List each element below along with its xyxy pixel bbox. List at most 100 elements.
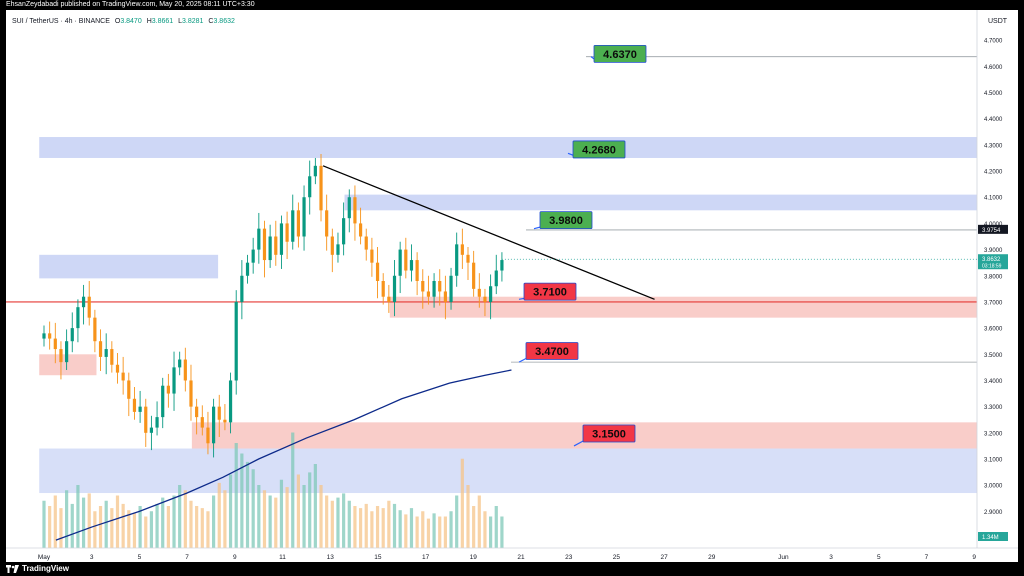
y-tick-label: 3.5000 bbox=[984, 353, 1003, 359]
candle-body bbox=[149, 427, 154, 433]
candle-body bbox=[404, 249, 408, 271]
volume-bar bbox=[138, 506, 142, 548]
volume-bar bbox=[421, 511, 425, 548]
x-tick-label: 15 bbox=[374, 554, 382, 561]
candle-body bbox=[228, 380, 233, 423]
volume-bar bbox=[466, 485, 470, 548]
candle-body bbox=[70, 328, 74, 342]
candle-body bbox=[98, 341, 103, 357]
volume-bar bbox=[302, 485, 306, 548]
level-callout-4.6370: 4.6370 bbox=[590, 45, 647, 63]
y-tick-label: 4.2000 bbox=[984, 170, 1003, 176]
callout-box bbox=[572, 140, 626, 159]
volume-bar bbox=[274, 497, 278, 548]
candle-body bbox=[87, 296, 91, 318]
candle-body bbox=[438, 281, 442, 292]
y-tick-label: 3.4000 bbox=[984, 379, 1003, 385]
low-label: L bbox=[178, 18, 183, 25]
candle-body bbox=[483, 296, 487, 302]
volume-bar bbox=[409, 508, 414, 548]
candle-body bbox=[466, 254, 470, 263]
callout-box bbox=[525, 342, 579, 360]
volume-bar bbox=[404, 514, 408, 548]
candle-body bbox=[347, 197, 351, 219]
last-price-countdown: 03:18:59 bbox=[982, 264, 1002, 270]
candle-body bbox=[189, 380, 193, 407]
x-tick-label: 7 bbox=[185, 554, 189, 561]
callout-label: 3.9800 bbox=[549, 215, 583, 227]
volume-bar bbox=[291, 432, 295, 548]
candle-body bbox=[212, 406, 216, 444]
candle-body bbox=[443, 291, 447, 302]
volume-bar bbox=[392, 503, 397, 548]
volume-bar bbox=[70, 503, 74, 548]
y-tick-label: 3.1000 bbox=[984, 458, 1003, 464]
candle-body bbox=[279, 223, 284, 255]
currency-label: USDT bbox=[988, 18, 1008, 25]
callout-box bbox=[539, 211, 593, 230]
volume-bar bbox=[489, 516, 493, 548]
volume-bar bbox=[53, 495, 57, 548]
x-tick-label: 5 bbox=[138, 554, 142, 561]
y-tick-label: 3.2000 bbox=[984, 431, 1003, 437]
volume-bar bbox=[443, 516, 447, 548]
candle-body bbox=[296, 210, 300, 237]
candle-body bbox=[93, 317, 97, 342]
zone-supply-2 bbox=[39, 254, 219, 279]
symbol-legend: SUI / TetherUS · 4h · BINANCE O3.8470 H3… bbox=[12, 17, 235, 26]
volume-bar bbox=[149, 511, 154, 548]
volume-bar bbox=[375, 506, 380, 548]
candle-body bbox=[42, 333, 46, 339]
volume-tag-box bbox=[978, 532, 1008, 541]
callout-box bbox=[593, 45, 647, 63]
volume-bar bbox=[172, 495, 176, 548]
volume-bar bbox=[87, 493, 91, 548]
candle-body bbox=[104, 349, 108, 357]
volume-bar bbox=[347, 500, 351, 548]
volume-bar bbox=[245, 461, 250, 548]
volume-bar bbox=[81, 497, 86, 548]
zone-demand-3 bbox=[389, 296, 977, 318]
volume-bar bbox=[500, 516, 504, 548]
callout-label: 3.4700 bbox=[535, 346, 569, 358]
candle-body bbox=[387, 296, 391, 302]
chart-frame[interactable]: 4.6370 4.2680 3.9800 3.7100 3.4700 3.1500 4.70… bbox=[6, 10, 1018, 562]
volume-bar bbox=[195, 506, 199, 548]
candle-body bbox=[155, 417, 159, 428]
y-tick-label: 4.3000 bbox=[984, 143, 1003, 149]
candle-body bbox=[223, 419, 227, 423]
volume-bar bbox=[308, 472, 312, 548]
volume-bar bbox=[438, 516, 442, 548]
volume-bar bbox=[268, 495, 272, 548]
x-tick-label: 19 bbox=[470, 554, 478, 561]
candle-body bbox=[313, 165, 317, 177]
callout-label: 3.1500 bbox=[592, 428, 626, 440]
candle-body bbox=[206, 427, 210, 444]
volume-bar bbox=[483, 511, 487, 548]
zone-supply-0 bbox=[39, 137, 978, 158]
y-tick-label: 3.0000 bbox=[984, 484, 1003, 490]
volume-bar bbox=[296, 474, 300, 548]
volume-bar bbox=[127, 510, 131, 548]
volume-bar bbox=[240, 453, 244, 548]
price-chart[interactable]: 4.6370 4.2680 3.9800 3.7100 3.4700 3.1500 4.70… bbox=[6, 10, 1018, 562]
y-tick-label: 4.6000 bbox=[984, 65, 1003, 71]
candle-body bbox=[291, 210, 295, 242]
callout-label: 3.7100 bbox=[533, 287, 567, 299]
volume-bar bbox=[115, 495, 120, 548]
candle-body bbox=[195, 406, 199, 418]
candle-body bbox=[342, 218, 346, 245]
x-tick-label: 17 bbox=[422, 554, 430, 561]
y-tick-label: 3.9000 bbox=[984, 248, 1003, 254]
candle-body bbox=[262, 228, 267, 261]
volume-bar bbox=[48, 506, 52, 548]
candle-body bbox=[166, 385, 170, 394]
x-tick-label: 29 bbox=[708, 554, 716, 561]
volume-bar bbox=[178, 485, 182, 548]
candle-body bbox=[48, 333, 52, 339]
x-tick-label: Jun bbox=[778, 554, 789, 561]
volume-bar bbox=[353, 506, 357, 548]
candle-body bbox=[409, 260, 414, 271]
callout-box bbox=[523, 282, 577, 301]
candle-body bbox=[381, 281, 385, 297]
